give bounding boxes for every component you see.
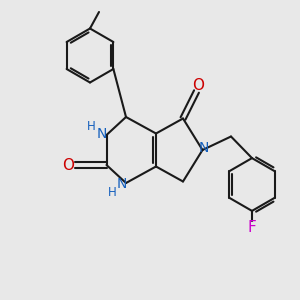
Text: N: N <box>199 141 209 155</box>
Text: H: H <box>86 119 95 133</box>
Text: N: N <box>97 127 107 140</box>
Text: O: O <box>62 158 74 172</box>
Text: N: N <box>116 178 127 191</box>
Text: O: O <box>192 78 204 93</box>
Text: F: F <box>248 220 256 236</box>
Text: H: H <box>108 186 117 199</box>
